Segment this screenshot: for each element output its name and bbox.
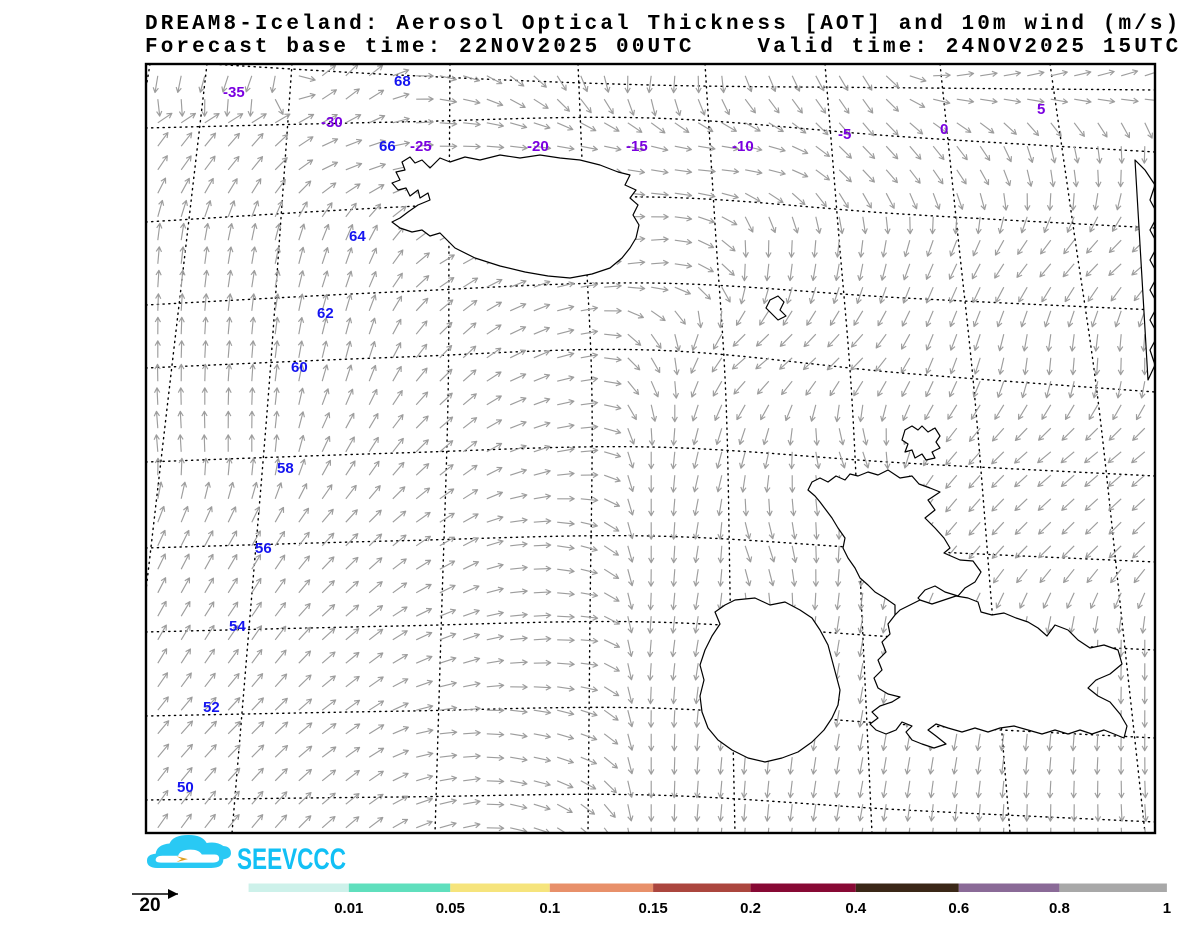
svg-text:SEEVCCC: SEEVCCC	[237, 843, 346, 876]
svg-text:-15: -15	[626, 138, 648, 155]
svg-text:0.01: 0.01	[334, 900, 363, 917]
svg-text:0.2: 0.2	[740, 900, 761, 917]
svg-text:0.8: 0.8	[1049, 900, 1070, 917]
svg-text:52: 52	[203, 699, 220, 716]
svg-text:50: 50	[177, 779, 194, 796]
svg-text:5: 5	[1037, 101, 1045, 118]
svg-text:0.15: 0.15	[638, 900, 667, 917]
svg-text:0.1: 0.1	[539, 900, 560, 917]
svg-text:62: 62	[317, 305, 334, 322]
svg-text:-30: -30	[321, 114, 343, 131]
svg-text:54: 54	[229, 618, 246, 635]
svg-text:1: 1	[1163, 900, 1171, 917]
svg-text:-10: -10	[732, 138, 754, 155]
svg-text:64: 64	[349, 228, 366, 245]
svg-text:0.4: 0.4	[845, 900, 867, 917]
svg-text:68: 68	[394, 73, 411, 90]
svg-text:-20: -20	[527, 138, 549, 155]
svg-text:0: 0	[940, 121, 948, 138]
svg-text:56: 56	[255, 540, 272, 557]
svg-text:0.05: 0.05	[436, 900, 465, 917]
svg-text:58: 58	[277, 460, 294, 477]
svg-text:60: 60	[291, 359, 308, 376]
svg-text:0.6: 0.6	[948, 900, 969, 917]
svg-text:-5: -5	[838, 126, 851, 143]
svg-text:-25: -25	[410, 138, 432, 155]
svg-text:20: 20	[139, 895, 160, 916]
svg-text:66: 66	[379, 138, 396, 155]
svg-text:-35: -35	[223, 84, 245, 101]
